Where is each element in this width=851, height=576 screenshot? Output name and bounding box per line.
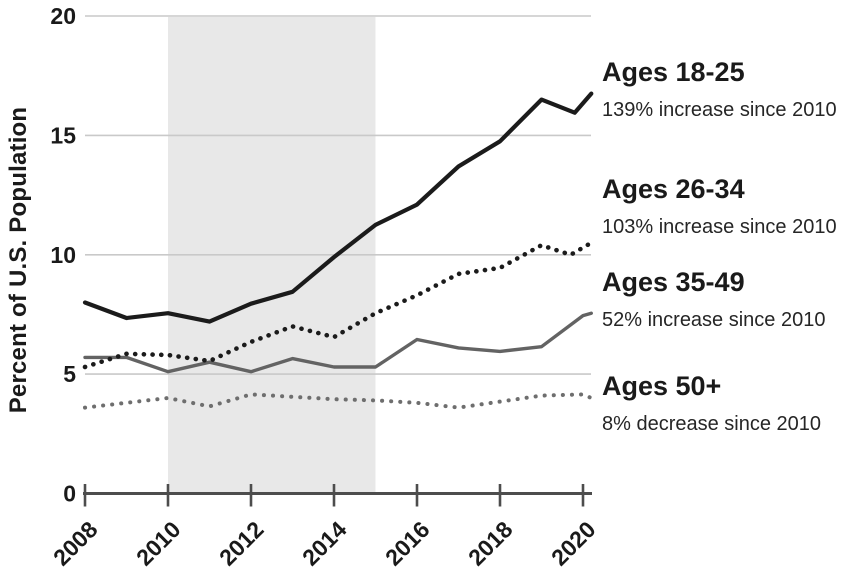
y-tick-label-10: 10 — [50, 242, 76, 268]
legend-entry-title: Ages 26-34 — [602, 174, 745, 204]
legend: Ages 18-25 139% increase since 2010 Ages… — [602, 0, 851, 576]
legend-entry-ages-35-49: Ages 35-49 52% increase since 2010 — [602, 267, 825, 332]
series-line-ages-18-25 — [82, 91, 594, 324]
legend-entry-ages-18-25: Ages 18-25 139% increase since 2010 — [602, 57, 837, 122]
legend-entry-title: Ages 18-25 — [602, 57, 745, 87]
series-line-ages-50- — [83, 392, 594, 410]
y-axis-title: Percent of U.S. Population — [5, 106, 32, 414]
legend-entry-subtitle: 52% increase since 2010 — [602, 309, 826, 331]
y-tick-label-5: 5 — [63, 361, 76, 387]
x-tick-label-2012: 2012 — [214, 516, 269, 571]
legend-entry-subtitle: 8% decrease since 2010 — [602, 413, 822, 435]
legend-entry-subtitle: 103% increase since 2010 — [602, 216, 837, 238]
legend-entry-ages-26-34: Ages 26-34 103% increase since 2010 — [602, 174, 837, 239]
legend-entry-subtitle: 139% increase since 2010 — [602, 99, 837, 121]
x-tick-label-2018: 2018 — [463, 516, 518, 571]
y-tick-label-15: 15 — [50, 122, 76, 148]
x-tick-label-2014: 2014 — [297, 516, 352, 571]
legend-entry-title: Ages 50+ — [602, 371, 722, 401]
y-tick-label-0: 0 — [63, 481, 76, 507]
x-tick-label-2008: 2008 — [48, 516, 103, 571]
legend-entry-title: Ages 35-49 — [602, 267, 745, 297]
x-tick-label-2020: 2020 — [546, 516, 601, 571]
x-tick-label-2010: 2010 — [131, 516, 186, 571]
legend-entry-ages-50-plus: Ages 50+ 8% decrease since 2010 — [602, 371, 821, 436]
y-tick-label-20: 20 — [50, 3, 76, 29]
x-tick-label-2016: 2016 — [380, 516, 435, 571]
series-line-ages-35-49 — [83, 311, 593, 374]
